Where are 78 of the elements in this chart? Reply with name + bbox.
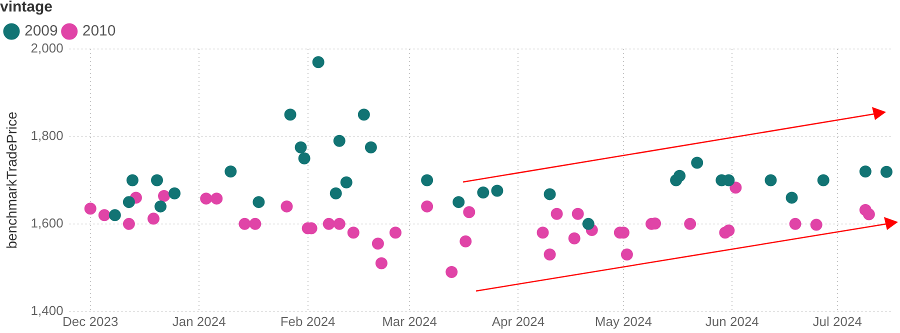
point — [252, 196, 265, 208]
point — [389, 226, 402, 239]
point — [730, 182, 742, 194]
point — [786, 192, 798, 204]
x-tick-label: Apr 2024 — [492, 314, 545, 329]
point — [340, 176, 352, 188]
point — [312, 56, 324, 68]
point — [674, 170, 686, 182]
y-tick-label: 1,400 — [30, 302, 64, 318]
point — [333, 134, 346, 147]
point — [333, 218, 346, 230]
point — [620, 248, 633, 261]
point — [168, 187, 181, 200]
point — [84, 202, 96, 215]
point — [372, 238, 384, 250]
point — [536, 226, 549, 239]
point — [249, 218, 262, 230]
point — [572, 208, 584, 220]
point — [294, 141, 307, 154]
point — [722, 224, 735, 236]
point — [491, 184, 504, 197]
x-tick-label: Feb 2024 — [280, 314, 336, 329]
point — [322, 218, 335, 230]
point — [544, 248, 556, 261]
point — [126, 174, 138, 186]
point — [148, 212, 160, 225]
point — [789, 218, 802, 230]
point — [158, 190, 170, 202]
y-tick-label: 1,800 — [30, 128, 64, 144]
legend-label: 2009 — [24, 22, 58, 40]
point — [122, 218, 135, 230]
point — [347, 226, 360, 239]
point — [358, 108, 370, 121]
point — [122, 196, 135, 208]
point — [582, 218, 594, 230]
point — [452, 196, 465, 208]
point — [298, 152, 310, 164]
point — [463, 206, 476, 218]
point — [421, 174, 434, 186]
point — [98, 209, 110, 222]
point — [364, 141, 377, 154]
point — [544, 188, 556, 200]
x-tick-label: Mar 2024 — [382, 314, 437, 329]
x-tick-label: May 2024 — [594, 314, 652, 329]
y-tick-label: 1,600 — [30, 216, 64, 231]
point — [880, 166, 892, 178]
point — [330, 187, 342, 200]
point — [446, 266, 458, 278]
point — [210, 192, 223, 205]
legend-title: vintage — [0, 0, 53, 16]
point — [280, 200, 293, 212]
point — [421, 200, 434, 212]
legend-label: 2010 — [82, 22, 116, 40]
point — [568, 232, 580, 244]
point — [684, 218, 696, 230]
point — [284, 108, 296, 121]
point — [224, 165, 237, 178]
point — [817, 174, 830, 186]
point — [477, 186, 490, 198]
point — [862, 208, 875, 220]
point — [810, 218, 822, 231]
x-tick-label: Dec 2023 — [62, 314, 118, 329]
x-tick-label: Jan 2024 — [172, 314, 226, 329]
x-tick-label: Jul 2024 — [812, 314, 862, 329]
point — [154, 200, 167, 212]
point — [460, 235, 472, 248]
point — [859, 165, 872, 178]
x-tick-label: Jun 2024 — [705, 314, 759, 329]
point — [108, 209, 121, 222]
point — [375, 257, 388, 270]
point — [238, 218, 251, 230]
y-axis-title: benchmarkTradePrice — [3, 111, 20, 249]
point — [691, 156, 704, 169]
point — [764, 174, 777, 186]
point — [200, 192, 212, 205]
point — [550, 208, 563, 220]
y-tick-label: 2,000 — [30, 40, 64, 56]
point — [151, 174, 164, 186]
